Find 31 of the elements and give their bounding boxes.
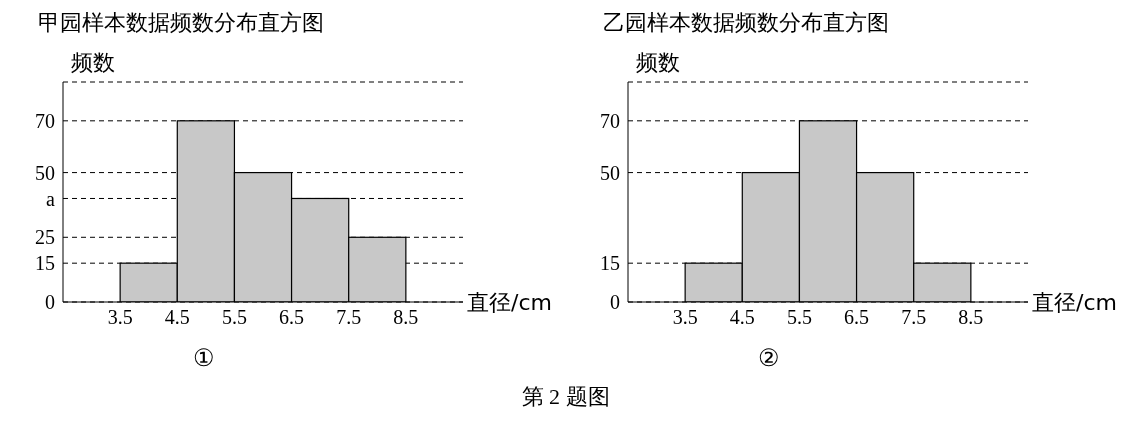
y-tick-label: 70 xyxy=(35,109,55,132)
x-tick-label: 7.5 xyxy=(336,306,362,329)
x-tick-label: 8.5 xyxy=(958,306,984,329)
y-tick-label: 70 xyxy=(600,109,620,132)
x-tick-label: 7.5 xyxy=(901,306,927,329)
y-axis-title: 频数 xyxy=(636,49,680,77)
y-tick-label: 0 xyxy=(45,291,55,314)
x-tick-label: 4.5 xyxy=(164,306,190,329)
y-tick-label: a xyxy=(46,187,56,210)
text: ① xyxy=(193,344,215,372)
chart-title: 乙园样本数据频数分布直方图 xyxy=(602,9,890,37)
chart-title: 甲园样本数据频数分布直方图 xyxy=(37,9,325,37)
y-tick-label: 50 xyxy=(600,161,620,184)
x-tick-label: 8.5 xyxy=(393,306,419,329)
y-tick-label: 15 xyxy=(35,252,55,275)
x-tick-label: 4.5 xyxy=(729,306,755,329)
x-tick-label: 3.5 xyxy=(107,306,133,329)
text: ② xyxy=(758,344,780,372)
y-tick-label: 50 xyxy=(35,161,55,184)
y-axis-title: 频数 xyxy=(71,49,115,77)
x-tick-label: 5.5 xyxy=(221,306,247,329)
text: 第 2 题图 xyxy=(520,383,611,411)
y-tick-label: 15 xyxy=(600,252,620,275)
y-tick-label: 0 xyxy=(610,291,620,314)
x-tick-label: 3.5 xyxy=(672,306,698,329)
x-axis-title: 直径/cm xyxy=(467,289,552,317)
x-tick-label: 5.5 xyxy=(786,306,812,329)
x-tick-label: 6.5 xyxy=(279,306,305,329)
y-tick-label: 25 xyxy=(35,226,55,249)
x-tick-label: 6.5 xyxy=(844,306,870,329)
x-axis-title: 直径/cm xyxy=(1032,289,1117,317)
